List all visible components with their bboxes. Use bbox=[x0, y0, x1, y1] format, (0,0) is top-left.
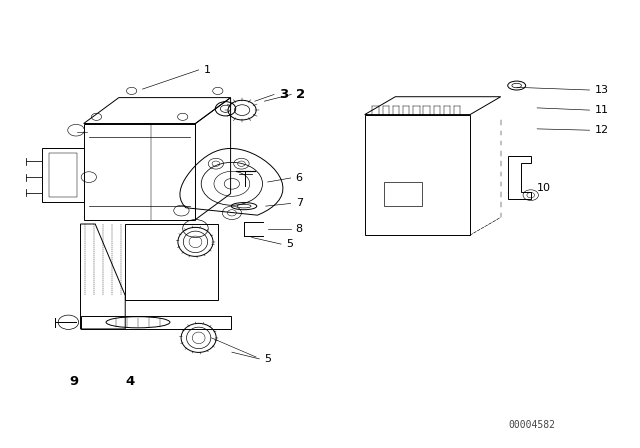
Text: 3: 3 bbox=[279, 88, 289, 101]
Text: 6: 6 bbox=[296, 173, 303, 183]
Text: 13: 13 bbox=[595, 85, 609, 95]
Text: 12: 12 bbox=[595, 125, 609, 135]
Text: 4: 4 bbox=[126, 375, 135, 388]
Text: 00004582: 00004582 bbox=[508, 420, 556, 431]
Text: 9: 9 bbox=[69, 375, 78, 388]
Text: 1: 1 bbox=[204, 65, 211, 75]
Text: 10: 10 bbox=[537, 183, 551, 193]
Text: 11: 11 bbox=[595, 105, 609, 115]
Text: 7: 7 bbox=[296, 198, 303, 208]
Text: 8: 8 bbox=[296, 224, 303, 234]
Text: 5: 5 bbox=[286, 239, 293, 249]
Text: 5: 5 bbox=[264, 354, 271, 364]
Text: 2: 2 bbox=[296, 88, 305, 101]
